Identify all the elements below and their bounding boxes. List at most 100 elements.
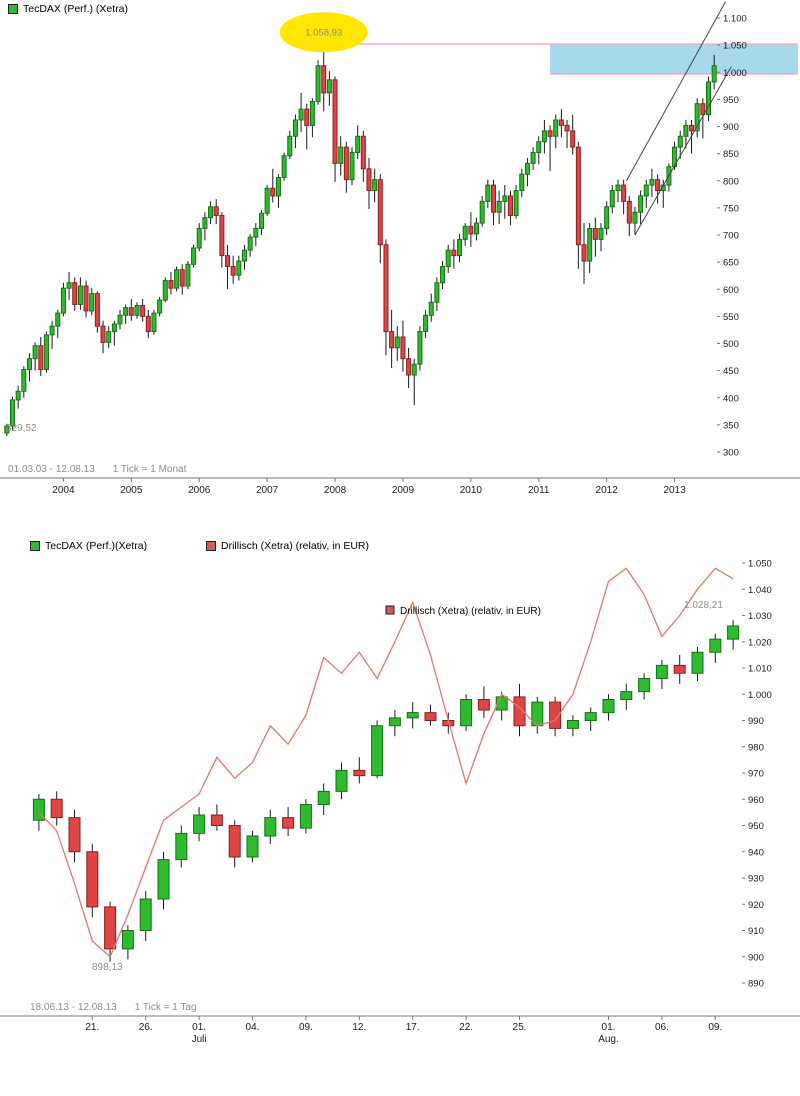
candle-body	[157, 299, 163, 314]
candle-body	[502, 195, 508, 202]
candle-body	[140, 305, 146, 317]
y-tick-label: 350	[723, 420, 739, 431]
candle-body	[643, 184, 649, 197]
candle-body	[649, 179, 655, 186]
candle-body	[457, 238, 463, 257]
candle-body	[145, 315, 151, 333]
month-label: Aug.	[598, 1034, 619, 1045]
candle-body	[536, 141, 542, 154]
candle-body	[151, 312, 157, 333]
candle-body	[727, 625, 740, 640]
candle-body	[317, 790, 330, 805]
x-tick-label: 2005	[120, 485, 143, 496]
y-tick-label: 940	[748, 847, 764, 858]
candle-body	[38, 345, 44, 371]
y-tick-label: 950	[748, 821, 764, 832]
candle-body	[175, 832, 188, 861]
candle-body	[371, 725, 384, 777]
daily-tick-note: 1 Tick = 1 Tag	[134, 1002, 197, 1013]
candle-body	[673, 664, 686, 674]
candle-body	[602, 699, 615, 714]
candle-body	[638, 678, 651, 693]
y-tick-label: 930	[748, 874, 764, 885]
candle-body	[691, 651, 704, 674]
candle-body	[106, 331, 112, 343]
candle-body	[417, 331, 423, 365]
candle-body	[264, 817, 277, 837]
candle-body	[86, 851, 99, 908]
candle-body	[157, 859, 170, 900]
peak-highlight-ellipse	[279, 12, 368, 53]
highlight-zone	[550, 44, 798, 74]
y-tick-label: 920	[748, 900, 764, 911]
candle-body	[326, 79, 332, 94]
candle-body	[213, 206, 219, 216]
y-tick-label: 1.050	[723, 41, 747, 52]
candle-body	[66, 282, 72, 289]
candle-body	[406, 358, 412, 376]
candle-body	[626, 200, 632, 224]
candle-body	[513, 696, 526, 727]
y-tick-label: 1.020	[748, 637, 772, 648]
candle-body	[55, 312, 61, 327]
candle-body	[210, 814, 223, 826]
candle-body	[219, 214, 225, 257]
candle-body	[655, 664, 668, 679]
candle-body	[253, 227, 259, 238]
drillisch-legend-swatch-icon	[206, 541, 216, 551]
y-tick-label: 500	[723, 339, 739, 350]
candle-body	[709, 638, 722, 653]
trend-line	[634, 66, 732, 236]
candle-body	[474, 222, 480, 235]
y-tick-label: 1.000	[723, 68, 747, 79]
y-tick-label: 1.100	[723, 14, 747, 25]
monthly-chart-legend: TecDAX (Perf.) (Xetra)	[8, 3, 128, 15]
candle-body	[50, 798, 63, 819]
candle-body	[123, 307, 129, 316]
candle-body	[128, 307, 134, 316]
candle-body	[15, 390, 21, 401]
inner-legend: Drillisch (Xetra) (relativ, in EUR)	[385, 605, 541, 617]
candle-body	[247, 236, 253, 251]
y-tick-label: 900	[723, 122, 739, 133]
y-tick-label: 1.010	[748, 664, 772, 675]
candle-body	[298, 108, 304, 121]
candle-body	[287, 135, 293, 157]
candle-body	[246, 835, 259, 858]
candle-body	[21, 369, 27, 392]
candle-body	[68, 817, 81, 853]
candle-body	[26, 358, 32, 371]
candle-body	[377, 179, 383, 246]
candle-body	[343, 146, 349, 181]
candle-body	[196, 227, 202, 249]
x-tick-label: 2009	[392, 485, 415, 496]
candle-body	[575, 146, 581, 246]
candle-body	[94, 293, 100, 327]
candle-body	[581, 244, 587, 262]
candle-body	[683, 124, 689, 137]
candle-body	[621, 184, 627, 202]
y-tick-label: 550	[723, 312, 739, 323]
candle-body	[366, 168, 372, 192]
y-tick-label: 890	[748, 979, 764, 990]
candle-body	[179, 269, 185, 287]
drillisch-inner-swatch-icon	[385, 605, 395, 615]
x-tick-label: 2010	[460, 485, 483, 496]
daily-chart-canvas[interactable]: Drillisch (Xetra) (relativ, in EUR) 1.028…	[0, 536, 800, 1096]
candle-body	[609, 190, 615, 208]
x-tick-label: 09.	[708, 1022, 722, 1033]
y-tick-label: 650	[723, 258, 739, 269]
candle-body	[440, 265, 446, 284]
candle-body	[111, 323, 117, 333]
y-tick-label: 1.040	[748, 585, 772, 596]
x-tick-label: 2013	[663, 485, 686, 496]
x-tick-label: 06.	[655, 1022, 669, 1033]
candle-body	[553, 119, 559, 137]
candle-body	[264, 187, 270, 214]
candle-body	[406, 712, 419, 719]
daily-tecdax-legend: TecDAX (Perf.)(Xetra)	[30, 540, 147, 552]
y-tick-label: 850	[723, 149, 739, 160]
candle-body	[530, 152, 536, 164]
x-tick-label: 09.	[299, 1022, 313, 1033]
